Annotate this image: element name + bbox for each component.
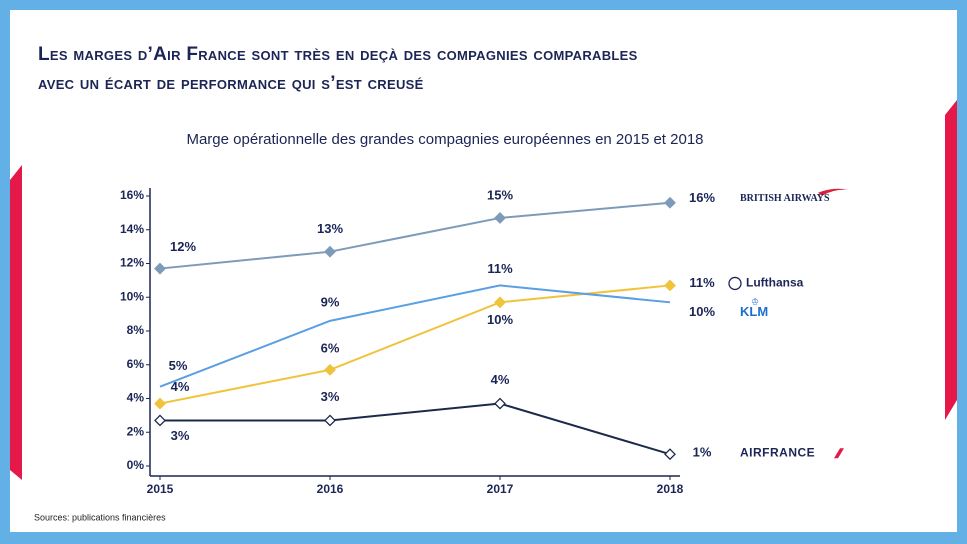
legend-label: KLM <box>740 304 768 319</box>
value-label: 11% <box>689 275 715 290</box>
point-marker <box>494 397 506 410</box>
value-label: 3% <box>171 428 190 443</box>
title-line-1: Les marges d’Air France sont très en deç… <box>38 44 638 65</box>
point-marker <box>664 196 676 209</box>
value-label: 3% <box>321 389 340 404</box>
legend-label: BRITISH AIRWAYS <box>740 193 830 204</box>
value-label: 1% <box>693 445 712 460</box>
y-tick-label: 14% <box>120 222 144 236</box>
y-tick-label: 2% <box>127 424 145 438</box>
point-marker <box>494 296 506 309</box>
point-marker <box>154 262 166 275</box>
point-marker <box>324 245 336 258</box>
value-label: 11% <box>487 261 513 276</box>
value-label: 4% <box>171 379 190 394</box>
legend-label: AIRFRANCE <box>740 445 815 459</box>
point-marker <box>494 212 506 224</box>
x-tick-label: 2016 <box>317 482 344 496</box>
value-label: 4% <box>491 372 510 387</box>
accent-left <box>10 165 22 480</box>
chart-title: Marge opérationnelle des grandes compagn… <box>186 131 703 148</box>
y-tick-label: 12% <box>120 256 144 270</box>
legend-label: Lufthansa <box>746 276 804 290</box>
point-marker <box>324 363 336 376</box>
series-line <box>159 284 671 388</box>
y-tick-label: 6% <box>127 357 145 371</box>
legend-icon <box>818 188 848 196</box>
value-label: 15% <box>487 187 513 202</box>
series-line <box>160 402 671 456</box>
y-tick-label: 4% <box>127 391 145 405</box>
value-label: 12% <box>170 239 196 254</box>
value-label: 6% <box>321 340 340 355</box>
title-line-2: avec un écart de performance qui s’est c… <box>38 73 424 94</box>
y-tick-label: 10% <box>120 289 144 303</box>
x-tick-label: 2015 <box>147 482 174 496</box>
series-line <box>159 201 671 270</box>
source: Sources: publications financières <box>34 512 166 522</box>
value-label: 10% <box>689 304 715 319</box>
point-marker <box>154 414 166 427</box>
legend-icon <box>834 448 844 459</box>
y-tick-label: 8% <box>127 323 145 337</box>
y-tick-label: 0% <box>127 458 145 472</box>
point-marker <box>154 397 166 410</box>
point-marker <box>664 279 676 292</box>
accent-right <box>945 100 957 420</box>
value-label: 10% <box>487 312 513 327</box>
value-label: 9% <box>321 294 340 309</box>
value-label: 16% <box>689 190 715 205</box>
value-label: 5% <box>169 358 188 373</box>
legend-icon: ♔ <box>751 297 759 307</box>
x-tick-label: 2017 <box>487 482 514 496</box>
point-marker <box>664 448 676 461</box>
legend-icon <box>728 276 742 291</box>
point-marker <box>324 414 336 427</box>
x-tick-label: 2018 <box>657 482 684 496</box>
panel <box>10 10 957 532</box>
chart: 0% 2% 4% 6% 8% 10% 12% 14% 16% 2015 2016 2017 2018 12… <box>120 187 848 496</box>
y-tick-label: 16% <box>120 188 144 202</box>
value-label: 13% <box>317 221 343 236</box>
